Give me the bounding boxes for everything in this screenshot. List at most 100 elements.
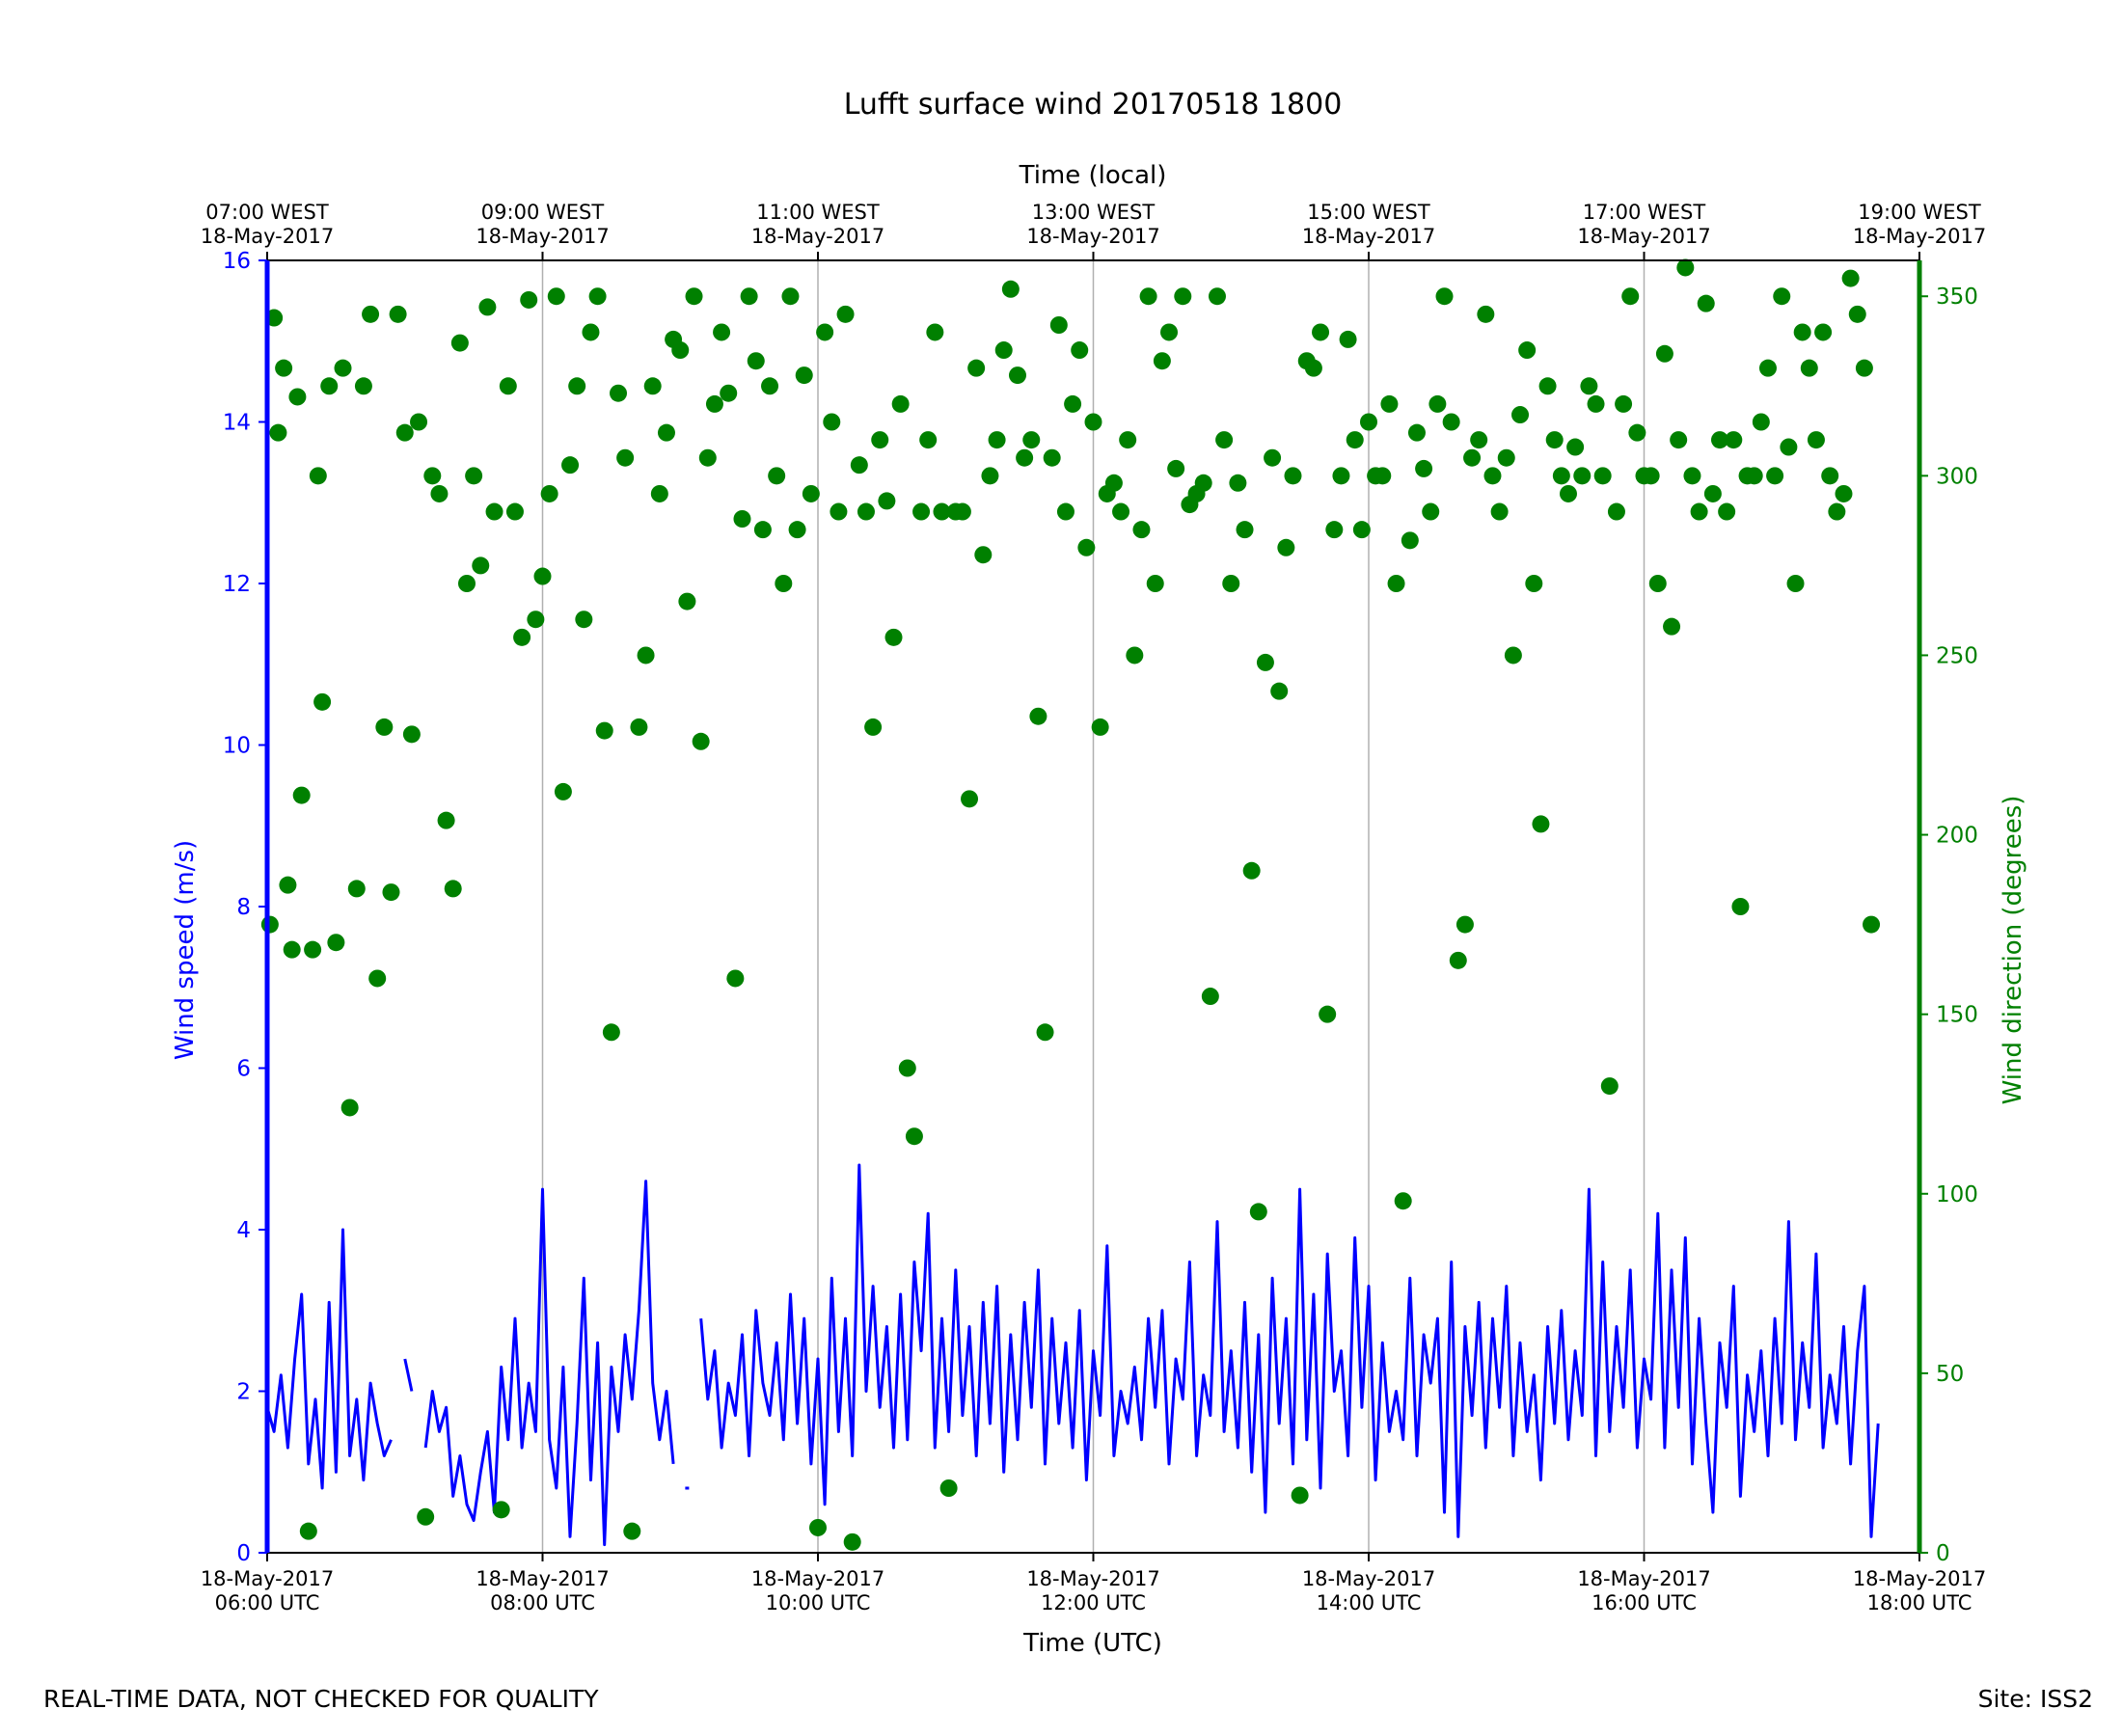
wind-direction-point bbox=[1455, 915, 1474, 934]
wind-direction-point bbox=[1463, 448, 1482, 467]
wind-direction-point bbox=[1835, 484, 1853, 502]
wind-direction-point bbox=[1036, 1023, 1054, 1042]
wind-direction-point bbox=[1174, 287, 1192, 306]
wind-direction-point bbox=[347, 880, 366, 898]
wind-direction-point bbox=[1394, 1192, 1412, 1210]
wind-direction-point bbox=[1022, 431, 1041, 449]
wind-direction-point bbox=[1697, 294, 1715, 312]
wind-direction-point bbox=[864, 718, 883, 736]
wind-direction-point bbox=[753, 521, 772, 539]
wind-direction-point bbox=[1773, 287, 1791, 306]
wind-direction-point bbox=[1780, 438, 1798, 456]
wind-direction-point bbox=[1119, 431, 1137, 449]
wind-direction-point bbox=[974, 546, 993, 564]
wind-direction-point bbox=[1264, 448, 1282, 467]
wind-direction-point bbox=[1628, 423, 1646, 442]
wind-direction-point bbox=[1766, 467, 1784, 485]
wind-direction-point bbox=[1380, 394, 1399, 413]
wind-direction-point bbox=[637, 646, 655, 665]
wind-direction-point bbox=[1049, 316, 1068, 334]
left-y-tick-label: 14 bbox=[223, 411, 251, 436]
wind-direction-point bbox=[1270, 682, 1289, 700]
wind-direction-point bbox=[768, 467, 786, 485]
wind-direction-point bbox=[527, 610, 545, 629]
wind-direction-point bbox=[309, 467, 327, 485]
wind-direction-point bbox=[898, 1059, 916, 1077]
wind-direction-point bbox=[1360, 413, 1377, 431]
wind-direction-point bbox=[905, 1127, 923, 1146]
top-x-tick-label: 19:00 WEST bbox=[1858, 201, 1981, 224]
wind-direction-point bbox=[1208, 287, 1226, 306]
wind-direction-point bbox=[1132, 521, 1151, 539]
left-axis-label: Wind speed (m/s) bbox=[171, 840, 200, 1060]
wind-direction-point bbox=[1552, 467, 1570, 485]
wind-direction-point bbox=[1346, 431, 1364, 449]
left-y-tick-label: 2 bbox=[236, 1380, 251, 1405]
wind-direction-point bbox=[1621, 287, 1640, 306]
wind-direction-point bbox=[857, 502, 875, 521]
right-y-tick-label: 300 bbox=[1936, 464, 1978, 489]
wind-direction-point bbox=[499, 377, 517, 395]
wind-direction-point bbox=[1008, 366, 1026, 385]
left-y-tick-label: 4 bbox=[236, 1218, 251, 1243]
wind-direction-point bbox=[1676, 258, 1695, 277]
wind-direction-point bbox=[1580, 377, 1598, 395]
top-x-tick-label: 11:00 WEST bbox=[756, 201, 880, 224]
wind-direction-series bbox=[260, 258, 1881, 1551]
wind-direction-point bbox=[747, 352, 765, 370]
wind-direction-point bbox=[623, 1522, 641, 1540]
top-x-tick-label: 07:00 WEST bbox=[205, 201, 329, 224]
wind-direction-point bbox=[437, 811, 455, 829]
wind-direction-point bbox=[657, 423, 675, 442]
wind-direction-point bbox=[788, 521, 806, 539]
x-tick-label: 14:00 UTC bbox=[1317, 1591, 1422, 1614]
wind-direction-point bbox=[1339, 330, 1357, 348]
wind-direction-point bbox=[698, 448, 717, 467]
wind-direction-point bbox=[1821, 467, 1839, 485]
wind-direction-point bbox=[1483, 467, 1502, 485]
wind-direction-point bbox=[1153, 352, 1171, 370]
top-x-tick-label: 18-May-2017 bbox=[751, 225, 884, 248]
wind-direction-point bbox=[1559, 484, 1577, 502]
wind-direction-point bbox=[265, 309, 284, 327]
wind-direction-point bbox=[823, 413, 841, 431]
wind-direction-point bbox=[1848, 305, 1866, 323]
wind-direction-point bbox=[492, 1501, 510, 1519]
wind-direction-point bbox=[1222, 575, 1240, 592]
wind-direction-point bbox=[1511, 406, 1530, 424]
top-x-tick-label: 18-May-2017 bbox=[1853, 225, 1986, 248]
top-x-tick-label: 18-May-2017 bbox=[1577, 225, 1710, 248]
wind-direction-point bbox=[988, 431, 1006, 449]
wind-direction-point bbox=[1242, 861, 1261, 880]
left-y-tick-label: 10 bbox=[223, 734, 251, 759]
wind-direction-point bbox=[1284, 467, 1302, 485]
wind-direction-point bbox=[595, 721, 613, 740]
wind-direction-point bbox=[705, 394, 723, 413]
wind-direction-point bbox=[313, 692, 332, 711]
wind-direction-point bbox=[269, 423, 287, 442]
wind-direction-point bbox=[1194, 474, 1212, 492]
wind-direction-point bbox=[1566, 438, 1585, 456]
wind-direction-point bbox=[520, 290, 538, 309]
wind-direction-point bbox=[1277, 538, 1295, 556]
wind-direction-point bbox=[1683, 467, 1701, 485]
wind-direction-point bbox=[891, 394, 910, 413]
wind-direction-point bbox=[533, 567, 552, 585]
wind-direction-point bbox=[450, 334, 469, 352]
right-y-tick-label: 200 bbox=[1936, 824, 1978, 849]
wind-direction-point bbox=[340, 1099, 359, 1117]
wind-direction-point bbox=[417, 1507, 435, 1526]
wind-direction-point bbox=[1470, 431, 1488, 449]
wind-direction-point bbox=[1758, 359, 1777, 377]
wind-direction-point bbox=[260, 915, 279, 934]
wind-direction-point bbox=[1112, 502, 1130, 521]
wind-direction-point bbox=[685, 287, 703, 306]
wind-direction-point bbox=[402, 725, 421, 744]
wind-direction-point bbox=[568, 377, 586, 395]
wind-direction-point bbox=[279, 876, 297, 894]
wind-direction-point bbox=[1690, 502, 1708, 521]
wind-direction-point bbox=[884, 628, 903, 646]
wind-direction-point bbox=[1029, 707, 1047, 725]
wind-direction-point bbox=[1387, 575, 1405, 592]
